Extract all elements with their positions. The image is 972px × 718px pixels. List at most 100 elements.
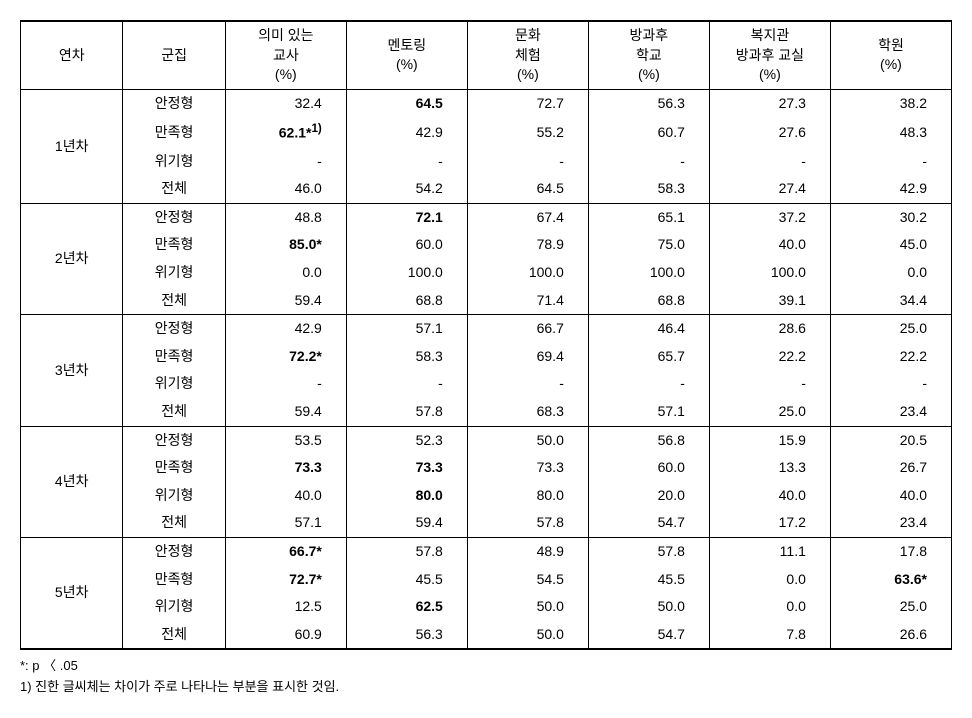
table-row: 전체46.054.264.558.327.442.9 — [21, 175, 952, 203]
value-cell: 39.1 — [709, 287, 830, 315]
col-header-2: 의미 있는교사(%) — [225, 21, 346, 89]
value-cell: 73.3 — [467, 454, 588, 482]
value-cell: 46.4 — [588, 315, 709, 343]
col-header-6: 복지관방과후 교실(%) — [709, 21, 830, 89]
year-cell: 4년차 — [21, 426, 123, 537]
value-cell: 58.3 — [588, 175, 709, 203]
value-cell: 27.4 — [709, 175, 830, 203]
value-cell: 46.0 — [225, 175, 346, 203]
value-cell: 42.9 — [346, 117, 467, 147]
value-cell: 50.0 — [467, 621, 588, 650]
cluster-label: 위기형 — [123, 593, 225, 621]
value-cell: 72.1 — [346, 203, 467, 231]
table-row: 위기형0.0100.0100.0100.0100.00.0 — [21, 259, 952, 287]
value-cell: 67.4 — [467, 203, 588, 231]
value-cell: 72.7 — [467, 89, 588, 117]
value-cell: 40.0 — [225, 482, 346, 510]
value-cell: 27.6 — [709, 117, 830, 147]
value-cell: 75.0 — [588, 231, 709, 259]
value-cell: 63.6* — [830, 566, 951, 594]
value-cell: 80.0 — [467, 482, 588, 510]
cluster-label: 안정형 — [123, 203, 225, 231]
value-cell: 0.0 — [709, 593, 830, 621]
value-cell: 54.5 — [467, 566, 588, 594]
value-cell: 73.3 — [225, 454, 346, 482]
value-cell: - — [346, 148, 467, 176]
value-cell: 57.8 — [346, 398, 467, 426]
cluster-label: 안정형 — [123, 537, 225, 565]
value-cell: 56.3 — [346, 621, 467, 650]
value-cell: - — [225, 148, 346, 176]
value-cell: 100.0 — [588, 259, 709, 287]
col-header-4: 문화체험(%) — [467, 21, 588, 89]
cluster-label: 만족형 — [123, 566, 225, 594]
value-cell: 64.5 — [346, 89, 467, 117]
value-cell: - — [225, 370, 346, 398]
value-cell: 56.3 — [588, 89, 709, 117]
col-header-5: 방과후학교(%) — [588, 21, 709, 89]
footnote-line: *: p 〈 .05 — [20, 656, 952, 677]
cluster-label: 위기형 — [123, 148, 225, 176]
value-cell: 22.2 — [830, 343, 951, 371]
footnote-line: 1) 진한 글씨체는 차이가 주로 나타나는 부분을 표시한 것임. — [20, 677, 952, 698]
cluster-label: 위기형 — [123, 482, 225, 510]
value-cell: 25.0 — [709, 398, 830, 426]
value-cell: 48.9 — [467, 537, 588, 565]
value-cell: 66.7* — [225, 537, 346, 565]
table-row: 위기형------ — [21, 370, 952, 398]
value-cell: - — [588, 148, 709, 176]
value-cell: 62.1*1) — [225, 117, 346, 147]
value-cell: 48.3 — [830, 117, 951, 147]
value-cell: 72.7* — [225, 566, 346, 594]
value-cell: 12.5 — [225, 593, 346, 621]
value-cell: 15.9 — [709, 426, 830, 454]
table-row: 전체60.956.350.054.77.826.6 — [21, 621, 952, 650]
table-row: 1년차안정형32.464.572.756.327.338.2 — [21, 89, 952, 117]
value-cell: 54.7 — [588, 621, 709, 650]
value-cell: 45.5 — [346, 566, 467, 594]
value-cell: 71.4 — [467, 287, 588, 315]
value-cell: - — [709, 370, 830, 398]
value-cell: 60.9 — [225, 621, 346, 650]
value-cell: 59.4 — [225, 287, 346, 315]
value-cell: 57.1 — [588, 398, 709, 426]
value-cell: 60.7 — [588, 117, 709, 147]
value-cell: 54.7 — [588, 509, 709, 537]
value-cell: 45.5 — [588, 566, 709, 594]
data-table: 연차군집의미 있는교사(%)멘토링(%)문화체험(%)방과후학교(%)복지관방과… — [20, 20, 952, 650]
value-cell: 30.2 — [830, 203, 951, 231]
cluster-label: 위기형 — [123, 370, 225, 398]
table-row: 위기형12.562.550.050.00.025.0 — [21, 593, 952, 621]
cluster-label: 전체 — [123, 175, 225, 203]
cluster-label: 만족형 — [123, 454, 225, 482]
table-body: 1년차안정형32.464.572.756.327.338.2만족형62.1*1)… — [21, 89, 952, 649]
cluster-label: 전체 — [123, 287, 225, 315]
value-cell: - — [467, 148, 588, 176]
cluster-label: 안정형 — [123, 89, 225, 117]
value-cell: 25.0 — [830, 315, 951, 343]
value-cell: 72.2* — [225, 343, 346, 371]
value-cell: 78.9 — [467, 231, 588, 259]
value-cell: - — [830, 370, 951, 398]
value-cell: - — [467, 370, 588, 398]
year-cell: 5년차 — [21, 537, 123, 649]
cluster-label: 만족형 — [123, 231, 225, 259]
value-cell: 53.5 — [225, 426, 346, 454]
value-cell: 57.8 — [467, 509, 588, 537]
value-cell: 40.0 — [709, 231, 830, 259]
value-cell: - — [346, 370, 467, 398]
value-cell: 20.5 — [830, 426, 951, 454]
value-cell: - — [709, 148, 830, 176]
value-cell: 59.4 — [225, 398, 346, 426]
cluster-label: 만족형 — [123, 117, 225, 147]
cluster-label: 만족형 — [123, 343, 225, 371]
value-cell: 60.0 — [346, 231, 467, 259]
value-cell: 38.2 — [830, 89, 951, 117]
value-cell: 57.8 — [346, 537, 467, 565]
value-cell: 68.8 — [588, 287, 709, 315]
table-row: 전체57.159.457.854.717.223.4 — [21, 509, 952, 537]
value-cell: 37.2 — [709, 203, 830, 231]
value-cell: 7.8 — [709, 621, 830, 650]
table-row: 만족형85.0*60.078.975.040.045.0 — [21, 231, 952, 259]
col-header-0: 연차 — [21, 21, 123, 89]
